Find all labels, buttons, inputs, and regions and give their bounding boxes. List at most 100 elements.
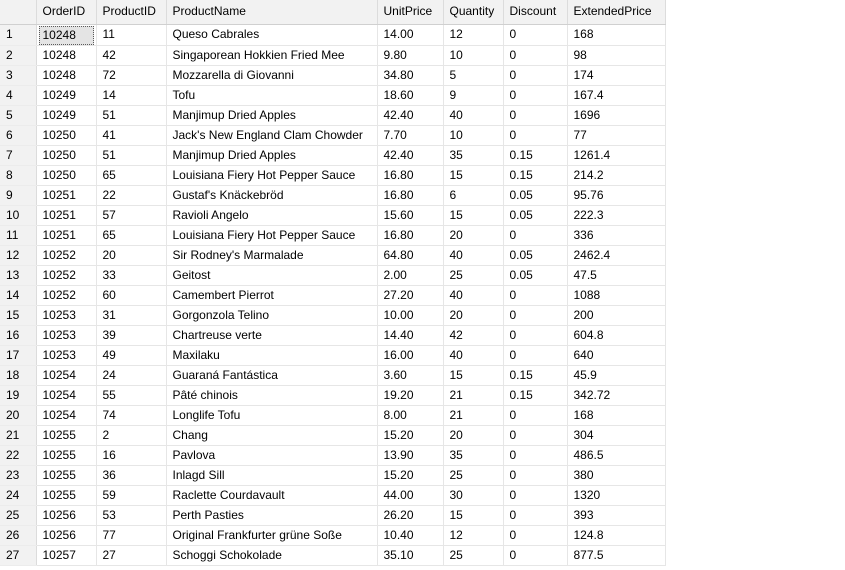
- cell-unitprice[interactable]: 10.00: [377, 305, 444, 326]
- cell-extendedprice[interactable]: 47.5: [567, 265, 666, 286]
- cell-extendedprice[interactable]: 167.4: [567, 85, 666, 106]
- table-row[interactable]: 26 10256 77 Original Frankfurter grüne Soße…: [0, 525, 666, 546]
- cell-discount[interactable]: 0: [503, 325, 568, 346]
- column-header-quantity[interactable]: Quantity: [443, 0, 504, 25]
- cell-productid[interactable]: 27: [96, 545, 167, 566]
- table-row[interactable]: 19 10254 55 Pâté chinois 19.20 21 0.15 342.72: [0, 385, 666, 406]
- cell-extendedprice[interactable]: 77: [567, 125, 666, 146]
- cell-productname[interactable]: Camembert Pierrot: [166, 285, 378, 306]
- column-header-extendedprice[interactable]: ExtendedPrice: [567, 0, 666, 25]
- table-row[interactable]: 7 10250 51 Manjimup Dried Apples 42.40 35 0.15…: [0, 145, 666, 166]
- cell-extendedprice[interactable]: 168: [567, 24, 666, 46]
- cell-discount[interactable]: 0.15: [503, 145, 568, 166]
- cell-quantity[interactable]: 40: [443, 345, 504, 366]
- cell-productid[interactable]: 41: [96, 125, 167, 146]
- cell-productid[interactable]: 74: [96, 405, 167, 426]
- select-all-corner[interactable]: [0, 0, 37, 25]
- cell-quantity[interactable]: 25: [443, 545, 504, 566]
- column-header-orderid[interactable]: OrderID: [36, 0, 97, 25]
- cell-discount[interactable]: 0.05: [503, 265, 568, 286]
- cell-productid[interactable]: 31: [96, 305, 167, 326]
- cell-orderid[interactable]: 10256: [36, 525, 97, 546]
- cell-orderid[interactable]: 10252: [36, 285, 97, 306]
- cell-extendedprice[interactable]: 342.72: [567, 385, 666, 406]
- cell-quantity[interactable]: 6: [443, 185, 504, 206]
- cell-orderid[interactable]: 10248: [36, 45, 97, 66]
- cell-quantity[interactable]: 10: [443, 45, 504, 66]
- cell-productname[interactable]: Louisiana Fiery Hot Pepper Sauce: [166, 165, 378, 186]
- cell-orderid[interactable]: 10249: [36, 85, 97, 106]
- cell-extendedprice[interactable]: 393: [567, 505, 666, 526]
- cell-discount[interactable]: 0: [503, 24, 568, 46]
- row-number[interactable]: 20: [0, 405, 37, 426]
- row-number[interactable]: 24: [0, 485, 37, 506]
- cell-orderid[interactable]: 10255: [36, 445, 97, 466]
- cell-unitprice[interactable]: 15.20: [377, 425, 444, 446]
- cell-unitprice[interactable]: 16.00: [377, 345, 444, 366]
- cell-productid[interactable]: 36: [96, 465, 167, 486]
- cell-quantity[interactable]: 5: [443, 65, 504, 86]
- cell-productid[interactable]: 22: [96, 185, 167, 206]
- table-row[interactable]: 25 10256 53 Perth Pasties 26.20 15 0 393: [0, 505, 666, 526]
- cell-orderid[interactable]: 10250: [36, 125, 97, 146]
- row-number[interactable]: 26: [0, 525, 37, 546]
- cell-unitprice[interactable]: 15.20: [377, 465, 444, 486]
- cell-unitprice[interactable]: 10.40: [377, 525, 444, 546]
- table-row[interactable]: 1 10248 11 Queso Cabrales 14.00 12 0 168: [0, 24, 666, 46]
- row-number[interactable]: 1: [0, 24, 37, 46]
- column-header-discount[interactable]: Discount: [503, 0, 568, 25]
- cell-discount[interactable]: 0.05: [503, 205, 568, 226]
- cell-orderid[interactable]: 10253: [36, 325, 97, 346]
- table-row[interactable]: 17 10253 49 Maxilaku 16.00 40 0 640: [0, 345, 666, 366]
- cell-unitprice[interactable]: 15.60: [377, 205, 444, 226]
- cell-orderid[interactable]: 10249: [36, 105, 97, 126]
- cell-quantity[interactable]: 9: [443, 85, 504, 106]
- cell-orderid[interactable]: 10252: [36, 265, 97, 286]
- cell-quantity[interactable]: 20: [443, 425, 504, 446]
- row-number[interactable]: 13: [0, 265, 37, 286]
- table-row[interactable]: 11 10251 65 Louisiana Fiery Hot Pepper Sauc…: [0, 225, 666, 246]
- cell-extendedprice[interactable]: 380: [567, 465, 666, 486]
- cell-extendedprice[interactable]: 486.5: [567, 445, 666, 466]
- cell-quantity[interactable]: 42: [443, 325, 504, 346]
- cell-unitprice[interactable]: 42.40: [377, 105, 444, 126]
- cell-productname[interactable]: Tofu: [166, 85, 378, 106]
- cell-productid[interactable]: 14: [96, 85, 167, 106]
- cell-unitprice[interactable]: 16.80: [377, 165, 444, 186]
- cell-extendedprice[interactable]: 604.8: [567, 325, 666, 346]
- cell-productname[interactable]: Pavlova: [166, 445, 378, 466]
- cell-quantity[interactable]: 30: [443, 485, 504, 506]
- cell-unitprice[interactable]: 16.80: [377, 225, 444, 246]
- cell-productid[interactable]: 11: [96, 24, 167, 46]
- cell-quantity[interactable]: 20: [443, 225, 504, 246]
- cell-productname[interactable]: Mozzarella di Giovanni: [166, 65, 378, 86]
- cell-productid[interactable]: 65: [96, 165, 167, 186]
- cell-quantity[interactable]: 10: [443, 125, 504, 146]
- cell-productname[interactable]: Perth Pasties: [166, 505, 378, 526]
- cell-unitprice[interactable]: 7.70: [377, 125, 444, 146]
- row-number[interactable]: 4: [0, 85, 37, 106]
- row-number[interactable]: 21: [0, 425, 37, 446]
- cell-productid[interactable]: 65: [96, 225, 167, 246]
- cell-productid[interactable]: 59: [96, 485, 167, 506]
- row-number[interactable]: 16: [0, 325, 37, 346]
- cell-productname[interactable]: Manjimup Dried Apples: [166, 105, 378, 126]
- cell-quantity[interactable]: 40: [443, 105, 504, 126]
- cell-orderid[interactable]: 10256: [36, 505, 97, 526]
- cell-unitprice[interactable]: 27.20: [377, 285, 444, 306]
- cell-productid[interactable]: 20: [96, 245, 167, 266]
- cell-quantity[interactable]: 15: [443, 205, 504, 226]
- cell-unitprice[interactable]: 18.60: [377, 85, 444, 106]
- cell-quantity[interactable]: 40: [443, 245, 504, 266]
- cell-productid[interactable]: 72: [96, 65, 167, 86]
- cell-extendedprice[interactable]: 95.76: [567, 185, 666, 206]
- cell-unitprice[interactable]: 34.80: [377, 65, 444, 86]
- cell-productid[interactable]: 16: [96, 445, 167, 466]
- cell-productname[interactable]: Maxilaku: [166, 345, 378, 366]
- table-row[interactable]: 14 10252 60 Camembert Pierrot 27.20 40 0 1088: [0, 285, 666, 306]
- cell-discount[interactable]: 0: [503, 125, 568, 146]
- row-number[interactable]: 17: [0, 345, 37, 366]
- row-number[interactable]: 15: [0, 305, 37, 326]
- row-number[interactable]: 14: [0, 285, 37, 306]
- cell-unitprice[interactable]: 3.60: [377, 365, 444, 386]
